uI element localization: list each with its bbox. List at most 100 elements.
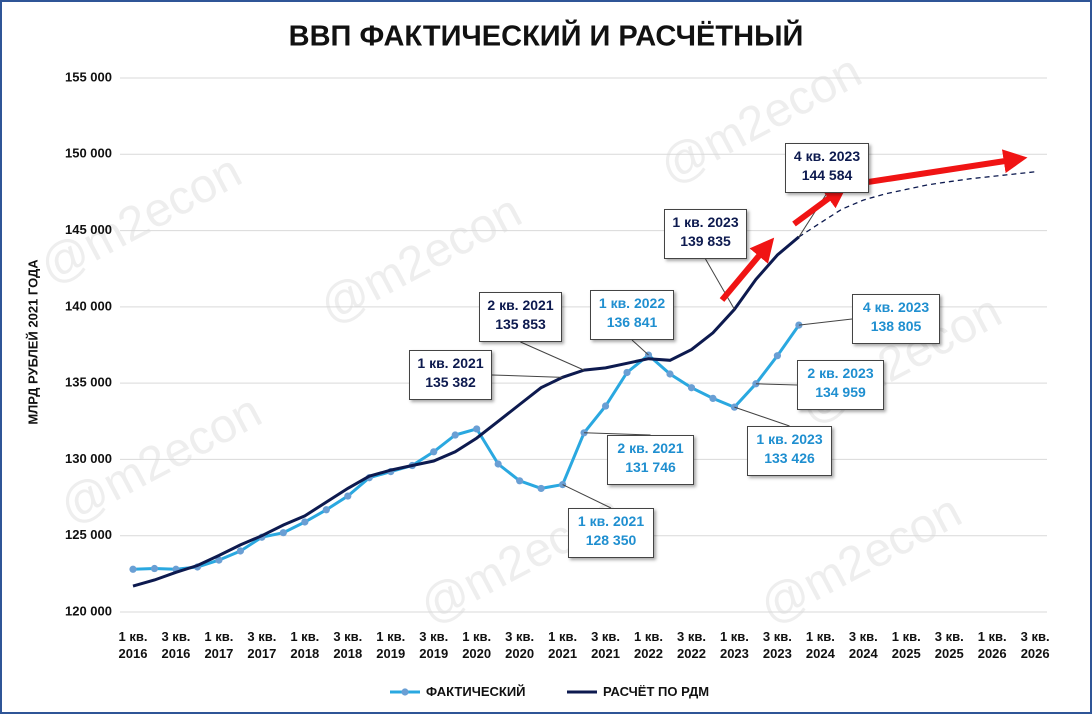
callout: 1 кв. 2021 128 350 [568,508,654,558]
x-tick-label: 3 кв. 2024 [848,629,878,661]
point-marker [301,518,309,526]
point-marker [773,352,782,360]
x-tick-label: 1 кв. 2019 [376,629,406,661]
callout: 1 кв. 2023 133 426 [747,426,832,476]
callout-period: 1 кв. 2023 [672,214,739,230]
data-label: 136 841 [606,314,658,330]
callout: 4 кв. 2023 144 584 [785,143,869,193]
x-tick-label: 3 кв. 2017 [247,629,277,661]
point-marker [279,529,287,537]
callout: 2 кв. 2023 134 959 [797,360,884,410]
trend-arrow [792,184,848,227]
y-axis-label: МЛРД РУБЛЕЙ 2021 ГОДА [25,259,40,425]
callout: 1 кв. 2022 136 841 [590,290,674,340]
x-tick-label: 3 кв. 2026 [1020,629,1050,661]
data-label: 135 382 [425,374,476,390]
x-tick-label: 3 кв. 2020 [505,629,535,661]
data-label: 138 805 [870,318,922,334]
point-marker [687,384,696,392]
data-label: 133 426 [764,450,815,466]
y-tick-label: 150 000 [65,146,112,161]
point-marker [322,506,330,514]
callout-period: 1 кв. 2023 [756,431,823,447]
x-tick-label: 1 кв. 2022 [634,629,663,661]
x-tick-label: 3 кв. 2016 [161,629,191,661]
data-label: 131 746 [625,459,676,475]
y-tick-label: 125 000 [65,527,112,542]
point-marker [236,547,244,555]
x-tick-label: 3 кв. 2022 [676,629,706,661]
leader-line [584,432,651,436]
callout: 2 кв. 2021 131 746 [607,435,694,485]
callout-period: 1 кв. 2021 [577,513,645,529]
callout: 2 кв. 2021 135 853 [479,292,562,342]
point-marker [516,477,524,485]
leader-line [798,318,853,326]
callout: 1 кв. 2023 139 835 [664,209,747,259]
leader-line [734,406,790,427]
x-tick-label: 1 кв. 2021 [548,629,578,661]
legend-label: ФАКТИЧЕСКИЙ [426,684,526,699]
data-label: 144 584 [801,167,853,183]
callout: 4 кв. 2023 138 805 [852,294,940,344]
callout-period: 1 кв. 2022 [598,295,666,311]
x-tick-label: 1 кв. 2020 [462,629,492,661]
point-marker [494,460,502,468]
x-tick-label: 1 кв. 2025 [891,629,921,661]
leader-line [491,374,563,378]
point-marker [215,556,223,564]
y-tick-label: 140 000 [65,298,112,313]
data-label: 135 853 [495,316,546,332]
leader-line [562,484,612,509]
series-line [132,235,800,588]
point-marker [344,492,352,500]
point-marker [537,484,545,493]
y-tick-label: 145 000 [65,222,112,237]
plot: 120 000 125 000 130 000 135 000 140 000 145 0… [65,69,1047,696]
trend-arrow [719,237,775,302]
leader-line [755,383,798,386]
y-tick-label: 130 000 [65,451,112,466]
legend-marker [401,688,409,696]
callout-period: 4 кв. 2023 [862,299,930,315]
callout-period: 2 кв. 2021 [617,440,684,456]
y-tick-label: 120 000 [65,603,112,618]
chart-title: ВВП ФАКТИЧЕСКИЙ И РАСЧЁТНЫЙ [289,19,804,53]
point-marker [623,368,631,377]
x-tick-label: 1 кв. 2023 [719,629,749,661]
x-tick-label: 1 кв. 2018 [290,629,320,661]
data-label: 139 835 [680,233,731,249]
x-tick-label: 1 кв. 2024 [805,629,835,661]
x-tick-label: 1 кв. 2017 [204,629,234,661]
series-line [132,324,801,571]
data-label: 128 350 [585,532,637,548]
point-marker [129,565,137,573]
point-marker [150,564,159,573]
point-marker [709,394,717,402]
callout-period: 2 кв. 2021 [487,297,554,313]
x-tick-label: 1 кв. 2016 [118,629,148,661]
legend-label: РАСЧЁТ ПО РДМ [603,684,710,699]
leader-line [520,341,585,371]
leader-line [705,258,735,310]
trend-arrow [841,149,1028,189]
series-line [798,171,1036,238]
y-tick-label: 155 000 [65,69,112,84]
point-marker [666,370,674,378]
callout-period: 1 кв. 2021 [417,355,484,371]
point-marker [451,431,459,439]
x-tick-label: 3 кв. 2019 [419,629,449,661]
data-label: 134 959 [815,384,866,400]
x-tick-label: 1 кв. 2026 [977,629,1007,661]
point-marker [473,425,481,433]
callout: 1 кв. 2021 135 382 [409,350,492,400]
x-tick-label: 3 кв. 2023 [762,629,792,661]
x-tick-label: 3 кв. 2021 [591,629,621,661]
callout-period: 2 кв. 2023 [807,365,874,381]
y-tick-label: 135 000 [65,375,112,390]
watermark: @m2econ [31,145,250,295]
x-tick-label: 3 кв. 2018 [333,629,363,661]
leader-line [631,339,649,356]
